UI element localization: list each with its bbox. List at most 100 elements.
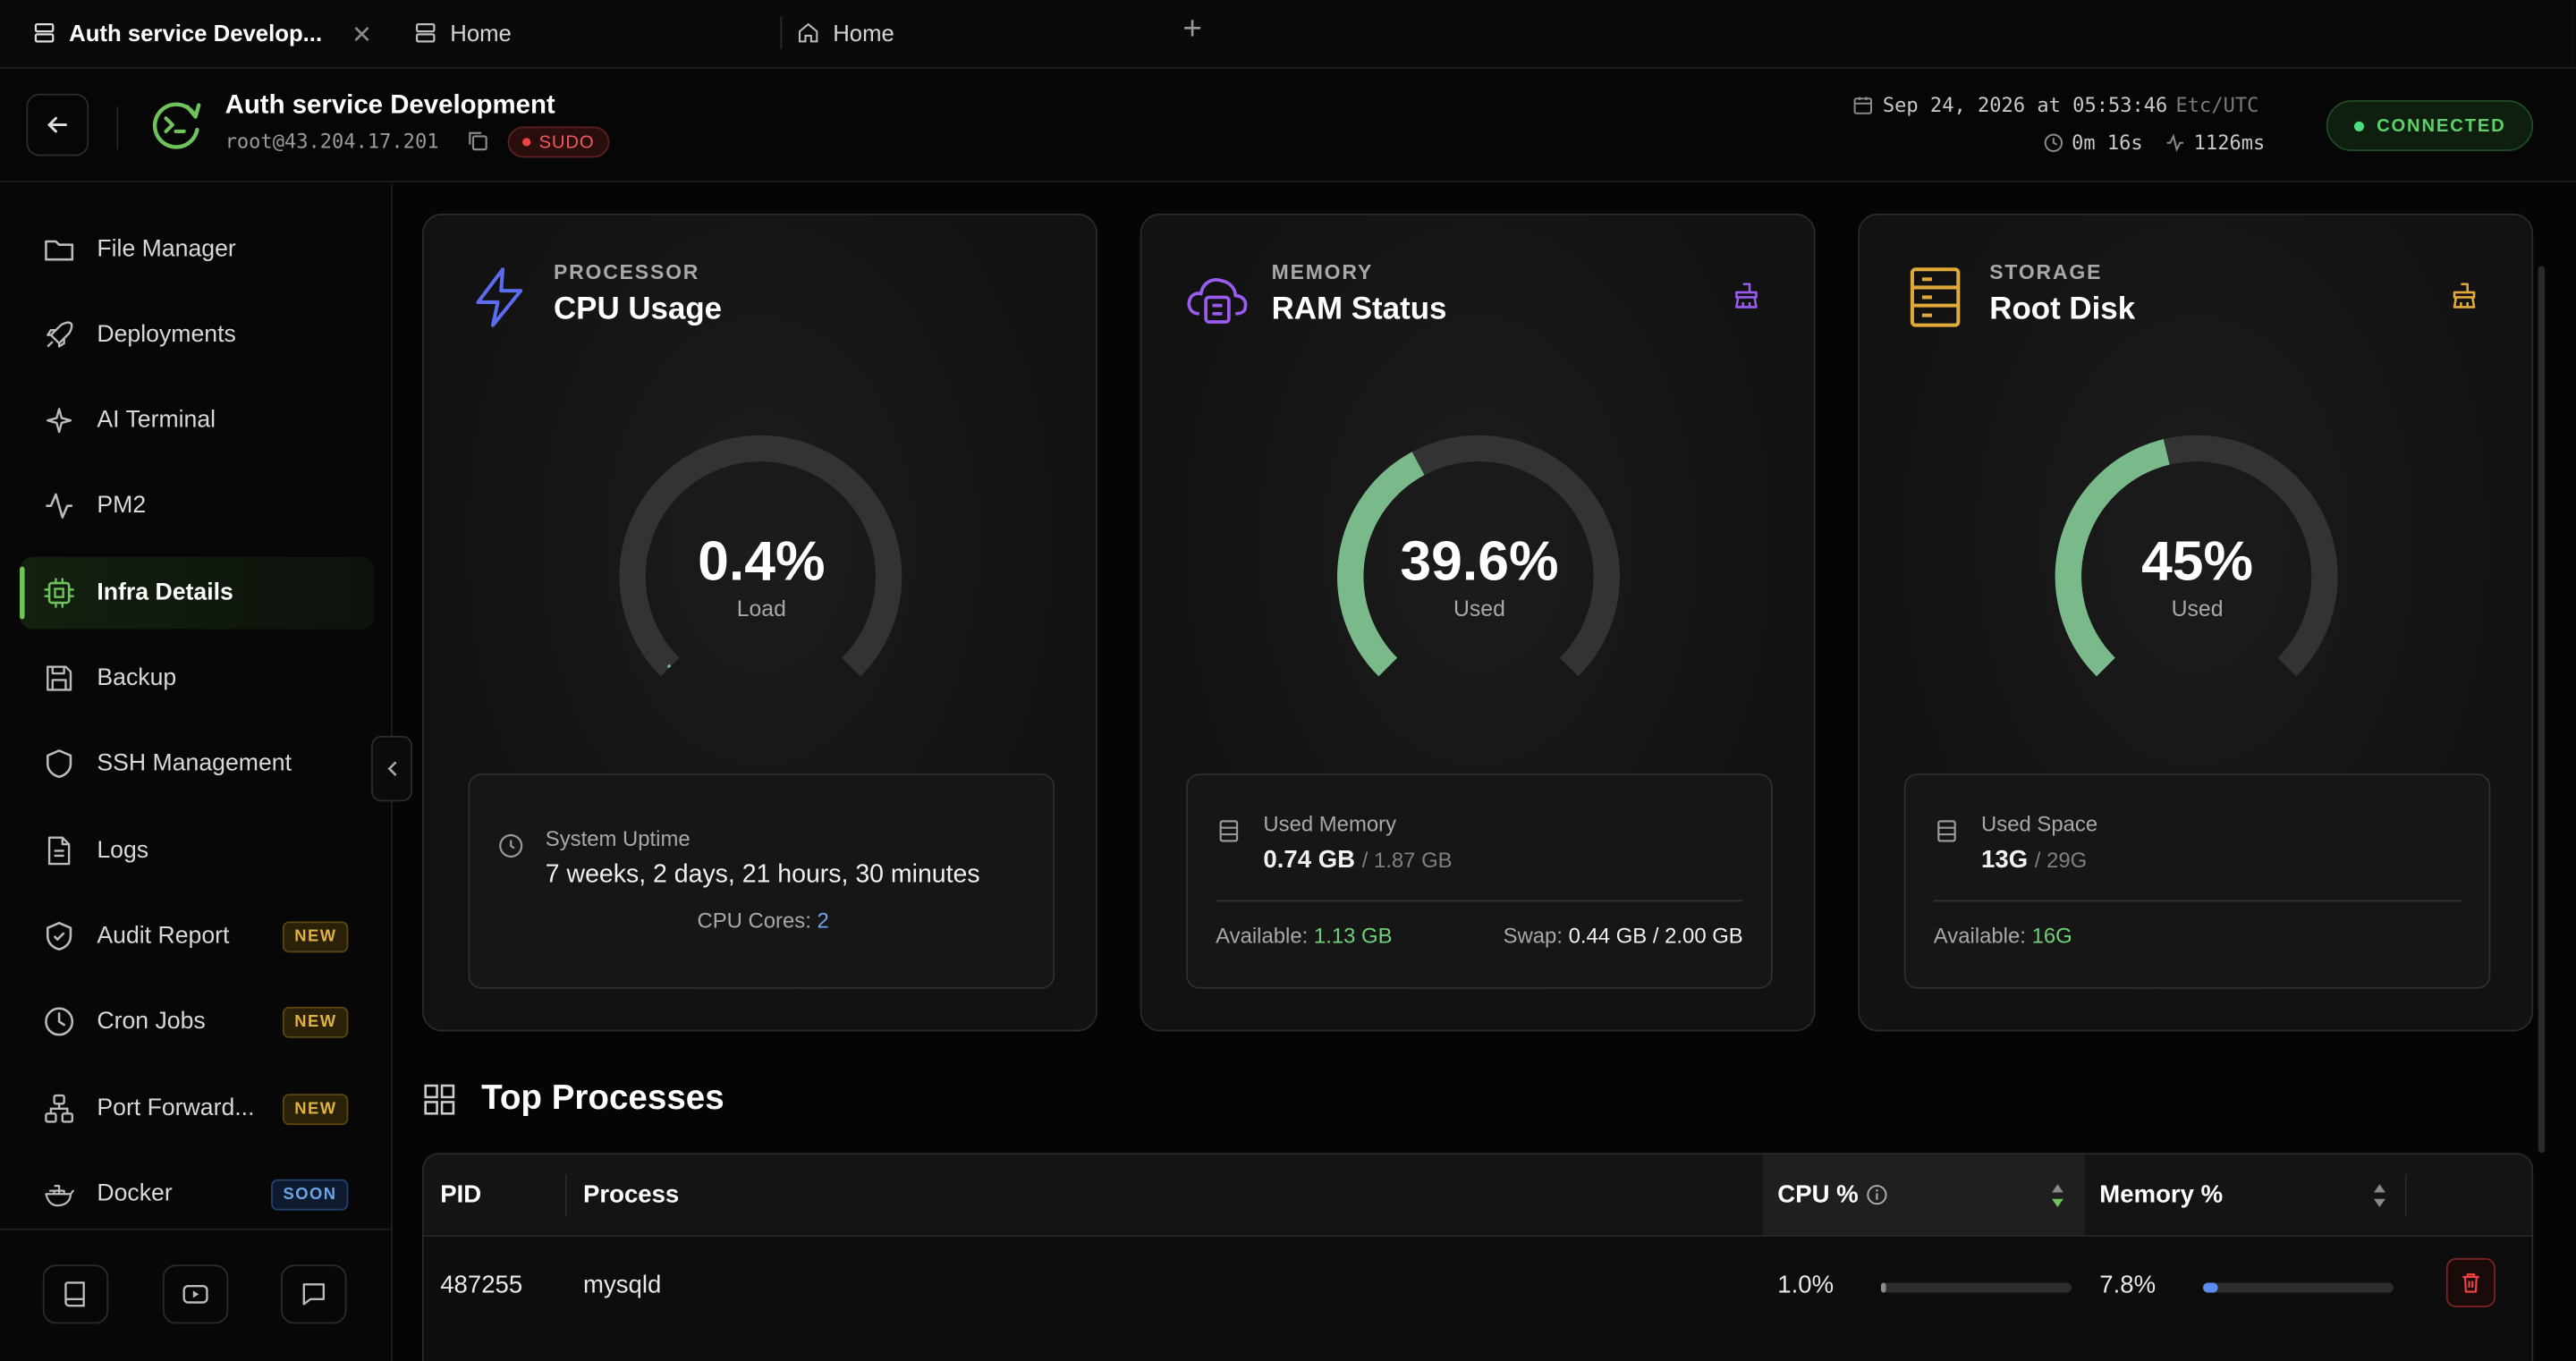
database-icon xyxy=(1219,820,1239,842)
clock-icon xyxy=(2044,133,2063,152)
total-value: / 29G xyxy=(2034,847,2088,873)
connection-header: Auth service Development root@43.204.17.… xyxy=(0,70,2576,182)
sidebar-item-backup[interactable]: Backup xyxy=(20,642,375,714)
broom-icon[interactable] xyxy=(1730,279,1763,312)
book-icon xyxy=(64,1281,85,1307)
feedback-button[interactable] xyxy=(281,1264,347,1324)
sudo-label: SUDO xyxy=(538,131,595,152)
card-kicker: MEMORY xyxy=(1271,261,1374,284)
sidebar-item-pm2[interactable]: PM2 xyxy=(20,469,375,542)
process-cell: mysqld xyxy=(583,1270,662,1298)
storage-panel: Used Space 13G / 29G Available: 16G xyxy=(1903,773,2491,989)
collapse-sidebar-button[interactable] xyxy=(371,735,413,802)
cpu-card: PROCESSOR CPU Usage 0.4% Load System Upt… xyxy=(422,213,1097,1032)
terminal-refresh-icon xyxy=(152,102,201,149)
back-button[interactable] xyxy=(26,93,89,156)
column-header-process[interactable]: Process xyxy=(566,1154,1763,1238)
broom-icon[interactable] xyxy=(2448,279,2481,312)
sidebar-item-label: File Manager xyxy=(97,236,236,263)
sidebar-item-label: AI Terminal xyxy=(97,407,216,434)
rocket-icon xyxy=(47,321,73,348)
memory-card: MEMORY RAM Status 39.6% Used Used Memory… xyxy=(1140,213,1816,1032)
cpu-cell: 1.0% xyxy=(1777,1270,1835,1298)
home-icon xyxy=(798,22,818,43)
sidebar-item-cron-jobs[interactable]: Cron Jobs NEW xyxy=(20,985,375,1058)
tab-home-1[interactable]: Home xyxy=(414,0,512,65)
storage-card: STORAGE Root Disk 45% Used Used Space 13… xyxy=(1858,213,2534,1032)
sidebar-item-infra-details[interactable]: Infra Details xyxy=(20,556,375,630)
header-divider xyxy=(116,106,119,150)
tab-bar: Auth service Develop... ✕ Home Home + xyxy=(0,0,2576,70)
video-button[interactable] xyxy=(162,1264,229,1324)
sidebar-item-label: PM2 xyxy=(97,493,147,520)
memory-swap: Swap: 0.44 GB / 2.00 GB xyxy=(1504,923,1743,948)
memory-cell: 7.8% xyxy=(2099,1270,2157,1298)
close-icon[interactable]: ✕ xyxy=(352,21,373,50)
memory-bar xyxy=(2203,1282,2394,1293)
gauge-label: Load xyxy=(736,596,786,621)
add-tab-icon[interactable]: + xyxy=(1182,11,1202,48)
elapsed-time: 0m 16s xyxy=(2072,131,2143,155)
column-header-cpu[interactable]: CPU % xyxy=(1762,1154,2085,1238)
info-icon[interactable] xyxy=(1867,1184,1888,1205)
memory-panel: Used Memory 0.74 GB / 1.87 GB Available:… xyxy=(1186,773,1773,989)
sidebar-item-logs[interactable]: Logs xyxy=(20,815,375,887)
sidebar-item-label: Audit Report xyxy=(97,923,230,950)
used-value: 0.74 GB xyxy=(1263,845,1356,875)
uptime-value: 7 weeks, 2 days, 21 hours, 30 minutes xyxy=(545,860,980,889)
storage-gauge xyxy=(2055,435,2338,677)
gauge-value: 45% xyxy=(2141,530,2254,594)
gauge-fill xyxy=(666,664,672,669)
save-icon xyxy=(47,665,72,691)
sidebar-item-deployments[interactable]: Deployments xyxy=(20,299,375,371)
youtube-icon xyxy=(182,1284,208,1304)
used-space-label: Used Space xyxy=(1981,811,2098,836)
kill-process-button[interactable] xyxy=(2445,1257,2496,1308)
clock-icon xyxy=(499,833,523,858)
server-title: Auth service Development xyxy=(225,91,555,121)
used-memory-label: Used Memory xyxy=(1263,811,1397,836)
memory-cloud-icon xyxy=(1187,278,1248,324)
chevron-left-icon xyxy=(386,761,396,776)
docker-icon xyxy=(45,1184,74,1207)
memory-bar-fill xyxy=(2203,1282,2218,1293)
used-memory-value: 0.74 GB / 1.87 GB xyxy=(1263,846,1452,874)
tab-auth-service[interactable]: Auth service Develop... xyxy=(33,0,322,65)
sidebar-item-docker[interactable]: Docker SOON xyxy=(20,1158,375,1230)
arrow-left-icon xyxy=(47,116,67,133)
column-header-pid[interactable]: PID xyxy=(423,1154,567,1238)
activity-icon xyxy=(2167,133,2184,153)
column-header-actions xyxy=(2406,1154,2532,1238)
copy-icon[interactable] xyxy=(467,130,488,151)
gauge-fill xyxy=(2055,439,2170,677)
new-badge: NEW xyxy=(283,1094,349,1126)
tab-label: Auth service Develop... xyxy=(69,20,323,46)
divider xyxy=(1933,900,2462,902)
main-scrollbar[interactable] xyxy=(2538,266,2546,1154)
sidebar-item-label: Deployments xyxy=(97,321,236,349)
sort-icon[interactable] xyxy=(2372,1182,2387,1208)
sidebar-item-ssh-management[interactable]: SSH Management xyxy=(20,728,375,800)
available-value: 16G xyxy=(2031,923,2072,948)
infra-details-panel: PROCESSOR CPU Usage 0.4% Load System Upt… xyxy=(394,183,2576,1361)
card-kicker: STORAGE xyxy=(1989,261,2103,284)
cpu-cores: CPU Cores: 2 xyxy=(470,909,1056,934)
tab-home-2[interactable]: Home xyxy=(797,0,894,65)
grid-icon xyxy=(424,1083,455,1114)
swap-value: 0.44 GB / 2.00 GB xyxy=(1568,923,1743,948)
sidebar-item-file-manager[interactable]: File Manager xyxy=(20,214,375,286)
sidebar-item-audit-report[interactable]: Audit Report NEW xyxy=(20,900,375,973)
cores-value: 2 xyxy=(817,908,829,934)
docs-button[interactable] xyxy=(42,1264,109,1324)
column-header-memory[interactable]: Memory % xyxy=(2084,1154,2407,1238)
server-icon xyxy=(34,22,55,43)
sort-icon[interactable] xyxy=(2050,1182,2065,1208)
network-icon xyxy=(45,1094,74,1123)
card-kicker: PROCESSOR xyxy=(553,261,700,284)
header-label: CPU % xyxy=(1777,1180,1859,1209)
header-label: Process xyxy=(583,1180,680,1209)
sidebar-item-port-forward[interactable]: Port Forward... NEW xyxy=(20,1072,375,1145)
gauge-fill xyxy=(1337,452,1425,677)
sidebar-item-ai-terminal[interactable]: AI Terminal xyxy=(20,385,375,457)
tab-divider xyxy=(780,16,783,50)
